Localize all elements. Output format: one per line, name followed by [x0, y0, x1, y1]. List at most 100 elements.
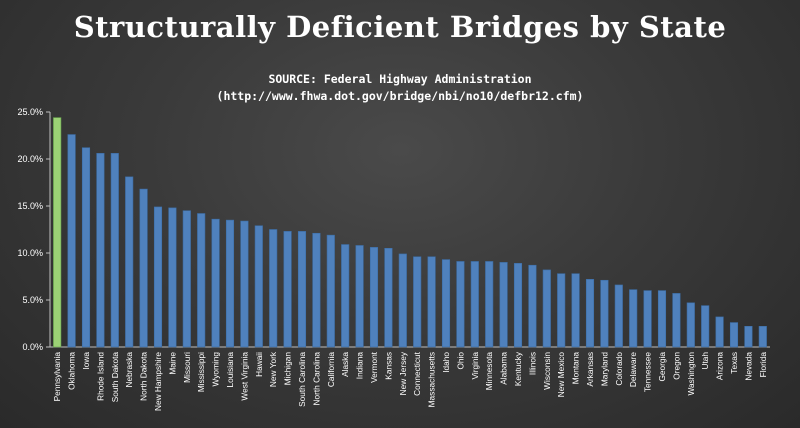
- x-tick-label: Oregon: [671, 352, 681, 380]
- x-tick-label: Indiana: [355, 352, 365, 380]
- x-tick-label: Utah: [700, 352, 710, 370]
- x-tick-label: Missouri: [182, 352, 192, 383]
- x-tick-label: New Jersey: [398, 351, 408, 395]
- x-tick-label: Hawaii: [254, 352, 264, 377]
- y-tick-label: 0.0%: [22, 342, 43, 352]
- bar-new-mexico: [557, 273, 566, 348]
- y-tick-label: 10.0%: [17, 248, 43, 258]
- x-tick-label: Colorado: [614, 352, 624, 386]
- x-tick-label: Nevada: [743, 352, 753, 381]
- bar-alabama: [499, 262, 508, 348]
- x-tick-label: North Dakota: [139, 352, 149, 401]
- x-tick-label: Alabama: [499, 352, 509, 385]
- bar-louisiana: [225, 219, 235, 348]
- bar-mississippi: [197, 213, 206, 348]
- x-tick-label: Ohio: [455, 352, 465, 370]
- bar-indiana: [355, 245, 364, 348]
- x-tick-label: Wisconsin: [542, 352, 552, 390]
- bar-ohio: [456, 261, 465, 348]
- chart-title: Structurally Deficient Bridges by State: [73, 10, 727, 44]
- bar-massachusetts: [427, 256, 436, 348]
- x-tick-label: Idaho: [441, 352, 451, 373]
- x-tick-label: Maine: [167, 352, 177, 375]
- x-tick-label: Georgia: [657, 352, 667, 382]
- bar-vermont: [369, 247, 379, 348]
- x-tick-label: Minnesota: [484, 352, 494, 391]
- x-tick-label: Maryland: [599, 352, 609, 387]
- x-tick-label: Alaska: [340, 352, 350, 377]
- bar-new-jersey: [398, 253, 407, 348]
- bar-oklahoma: [67, 134, 76, 348]
- bar-minnesota: [485, 261, 494, 348]
- bar-virginia: [470, 261, 479, 348]
- x-tick-label: Arizona: [715, 352, 725, 381]
- x-tick-label: Arkansas: [585, 352, 595, 387]
- bar-nevada: [744, 326, 753, 348]
- bar-rhode-island: [96, 153, 105, 348]
- x-tick-label: New Hampshire: [153, 352, 163, 411]
- x-tick-label: Mississippi: [196, 352, 206, 392]
- x-tick-label: California: [326, 352, 336, 387]
- bar-wisconsin: [542, 269, 551, 348]
- x-tick-label: New Mexico: [556, 352, 566, 398]
- x-tick-label: Washington: [686, 352, 696, 396]
- x-tick-label: Louisiana: [225, 352, 235, 388]
- bar-pennsylvania: [53, 117, 62, 348]
- y-tick-label: 5.0%: [22, 295, 43, 305]
- chart-source-url: (http://www.fhwa.dot.gov/bridge/nbi/no10…: [216, 89, 584, 103]
- x-tick-label: Rhode Island: [95, 352, 105, 401]
- x-tick-label: Illinois: [527, 352, 537, 375]
- x-tick-label: Virginia: [470, 352, 480, 380]
- x-tick-label: North Carolina: [311, 352, 321, 406]
- bar-arkansas: [585, 279, 595, 348]
- bar-arizona: [715, 316, 724, 348]
- bar-north-carolina: [312, 232, 321, 348]
- x-tick-label: Michigan: [283, 352, 293, 386]
- bar-illinois: [528, 264, 537, 348]
- x-tick-label: South Carolina: [297, 352, 307, 407]
- bar-south-dakota: [110, 153, 119, 348]
- x-tick-label: Texas: [729, 352, 739, 374]
- bar-wyoming: [211, 218, 220, 348]
- bar-california: [326, 234, 335, 348]
- bar-michigan: [283, 231, 292, 348]
- bar-georgia: [657, 290, 667, 348]
- bar-florida: [758, 326, 767, 348]
- x-tick-label: Nebraska: [124, 352, 134, 388]
- x-tick-label: Florida: [758, 352, 768, 378]
- bar-oregon: [672, 293, 681, 348]
- bar-new-york: [269, 229, 278, 348]
- bar-maryland: [600, 279, 609, 348]
- bar-tennessee: [643, 290, 652, 348]
- x-tick-label: Wyoming: [211, 352, 221, 387]
- bar-utah: [701, 305, 710, 348]
- bar-texas: [729, 322, 739, 348]
- bar-alaska: [341, 244, 350, 348]
- bar-kansas: [384, 248, 393, 348]
- x-tick-label: Montana: [571, 352, 581, 385]
- chart-source-line: SOURCE: Federal Highway Administration: [268, 72, 532, 86]
- x-tick-label: South Dakota: [110, 352, 120, 403]
- bar-connecticut: [413, 256, 422, 348]
- bar-missouri: [182, 210, 191, 348]
- x-tick-label: Oklahoma: [67, 352, 77, 390]
- x-tick-label: Connecticut: [412, 351, 422, 396]
- x-tick-label: Iowa: [81, 352, 91, 370]
- bar-new-hampshire: [153, 206, 163, 348]
- x-tick-label: Tennessee: [643, 352, 653, 393]
- x-tick-label: West Virginia: [239, 352, 249, 401]
- x-tick-label: Vermont: [369, 351, 379, 383]
- y-tick-label: 25.0%: [17, 107, 43, 117]
- bar-washington: [686, 302, 695, 348]
- bar-maine: [168, 207, 177, 348]
- y-tick-label: 20.0%: [17, 154, 43, 164]
- bar-north-dakota: [139, 188, 148, 348]
- bar-iowa: [81, 147, 91, 348]
- bar-west-virginia: [240, 220, 249, 348]
- bar-delaware: [629, 289, 638, 348]
- bar-idaho: [441, 259, 451, 348]
- x-tick-label: Kentucky: [513, 351, 523, 386]
- bar-montana: [571, 273, 580, 348]
- x-tick-label: Delaware: [628, 352, 638, 387]
